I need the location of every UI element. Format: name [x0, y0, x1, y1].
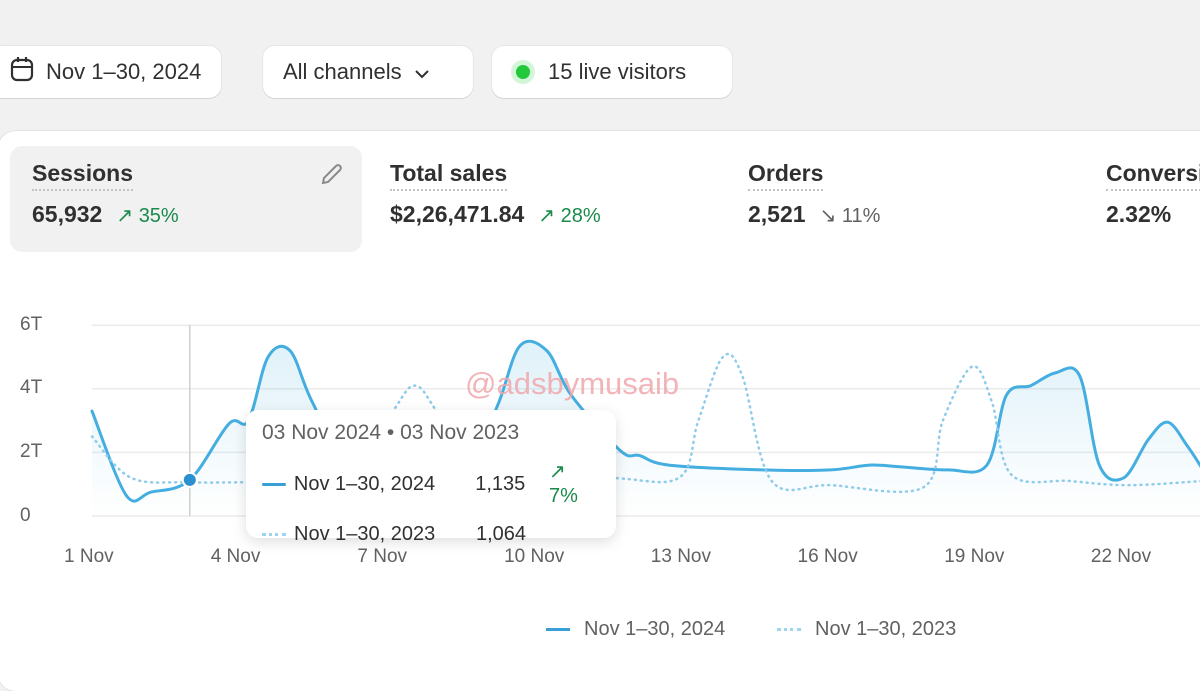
x-tick: 13 Nov	[650, 546, 711, 567]
channel-label: All channels	[283, 59, 402, 84]
legend-item-2023[interactable]: Nov 1–30, 2023	[777, 618, 956, 641]
tooltip-value: 1,064	[476, 523, 527, 545]
metric-delta: ↘ 11%	[819, 205, 881, 227]
legend-label: Nov 1–30, 2023	[815, 618, 957, 640]
tooltip-series-label: Nov 1–30, 2023	[294, 523, 436, 545]
metric-value: 2,521	[748, 201, 806, 227]
legend-label: Nov 1–30, 2024	[584, 618, 726, 640]
series-line-2024	[90, 339, 1200, 503]
x-tick: 4 Nov	[210, 546, 261, 567]
live-visitors-button[interactable]: 15 live visitors	[492, 46, 732, 98]
metric-value: 65,932	[32, 201, 103, 227]
metric-total-sales[interactable]: Total sales $2,26,471.84 ↗ 28%	[368, 146, 720, 252]
legend-item-2024[interactable]: Nov 1–30, 2024	[546, 618, 725, 641]
x-tick: 16 Nov	[797, 546, 858, 567]
solid-line-icon	[262, 482, 286, 486]
x-tick: 10 Nov	[504, 546, 565, 567]
hover-point	[181, 471, 198, 488]
metric-delta: ↗ 28%	[538, 205, 601, 227]
metric-sessions[interactable]: Sessions 65,932 ↗ 35%	[10, 146, 362, 252]
series-area	[92, 341, 1200, 516]
edit-pencil-icon[interactable]	[318, 162, 344, 193]
y-tick: 4T	[20, 377, 43, 398]
live-visitors-label: 15 live visitors	[548, 59, 687, 84]
metric-label: Sessions	[32, 160, 133, 191]
tooltip-delta: ↗ 7%	[548, 461, 578, 507]
calendar-icon	[10, 56, 34, 88]
chevron-down-icon	[414, 59, 430, 85]
metric-value: $2,26,471.84	[390, 201, 525, 227]
sessions-line-chart[interactable]	[0, 0, 1200, 674]
metric-conversion-rate[interactable]: Conversion rate 2.32%	[1084, 146, 1200, 252]
date-range-label: Nov 1–30, 2024	[46, 59, 202, 84]
date-range-picker[interactable]: Nov 1–30, 2024	[0, 46, 222, 98]
tooltip-title: 03 Nov 2024 • 03 Nov 2023	[262, 421, 520, 444]
live-dot-icon	[516, 65, 530, 79]
metric-label: Orders	[748, 160, 824, 191]
metric-label: Conversion rate	[1106, 160, 1200, 191]
metric-value: 2.32%	[1106, 201, 1172, 227]
tooltip-value: 1,135	[475, 473, 526, 495]
x-tick: 1 Nov	[64, 546, 114, 567]
x-tick: 19 Nov	[944, 546, 1005, 567]
y-tick: 6T	[20, 314, 43, 335]
x-tick: 22 Nov	[1090, 546, 1152, 567]
series-line-2023	[90, 352, 1200, 494]
dotted-line-icon	[262, 532, 286, 536]
metric-label: Total sales	[390, 160, 508, 191]
tooltip-series-label: Nov 1–30, 2024	[293, 473, 436, 495]
metric-orders[interactable]: Orders 2,521 ↘ 11%	[726, 146, 1078, 252]
chart-tooltip: 03 Nov 2024 • 03 Nov 2023 Nov 1–30, 2024…	[246, 410, 616, 545]
x-tick: 7 Nov	[357, 546, 408, 567]
channel-dropdown[interactable]: All channels	[263, 46, 473, 98]
metric-delta: ↗ 35%	[116, 205, 179, 227]
dotted-line-icon	[777, 628, 801, 631]
y-tick: 2T	[20, 441, 43, 462]
solid-line-icon	[546, 628, 570, 631]
y-tick: 0	[20, 505, 31, 526]
